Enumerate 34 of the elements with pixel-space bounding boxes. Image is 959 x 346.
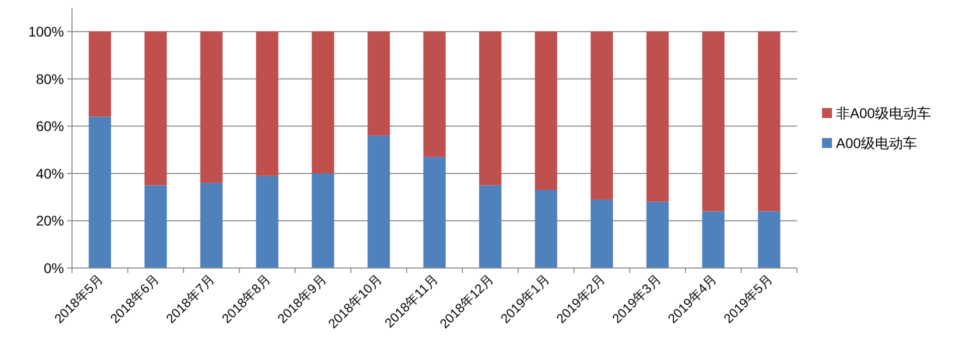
legend-label: A00级电动车 [836, 135, 917, 151]
bar [646, 202, 669, 268]
bar [423, 156, 446, 268]
bar [534, 32, 558, 190]
bar [758, 32, 780, 212]
bar [256, 176, 278, 268]
bar [88, 32, 112, 117]
bar [312, 32, 334, 174]
y-tick-label: 0% [44, 260, 64, 276]
bar [368, 136, 390, 268]
bar [423, 32, 446, 157]
bar [590, 32, 613, 200]
bar [144, 185, 167, 268]
bar [200, 182, 223, 268]
bar [312, 173, 334, 268]
y-tick-label: 80% [36, 70, 64, 87]
bar [88, 116, 112, 268]
bar [646, 32, 669, 202]
y-tick-label: 40% [36, 165, 64, 182]
y-tick-label: 60% [36, 118, 64, 134]
y-tick-label: 20% [36, 212, 64, 229]
bar [758, 211, 780, 268]
bar [534, 190, 558, 268]
bar [479, 32, 502, 186]
bar [144, 32, 167, 186]
legend-label: 非A00级电动车 [836, 105, 931, 121]
bar [702, 211, 724, 268]
bar [590, 199, 613, 268]
bar [256, 32, 278, 176]
bar [702, 32, 724, 212]
bar [200, 32, 223, 183]
bar [479, 185, 502, 268]
bar [368, 32, 390, 136]
y-tick-label: 100% [28, 24, 64, 40]
